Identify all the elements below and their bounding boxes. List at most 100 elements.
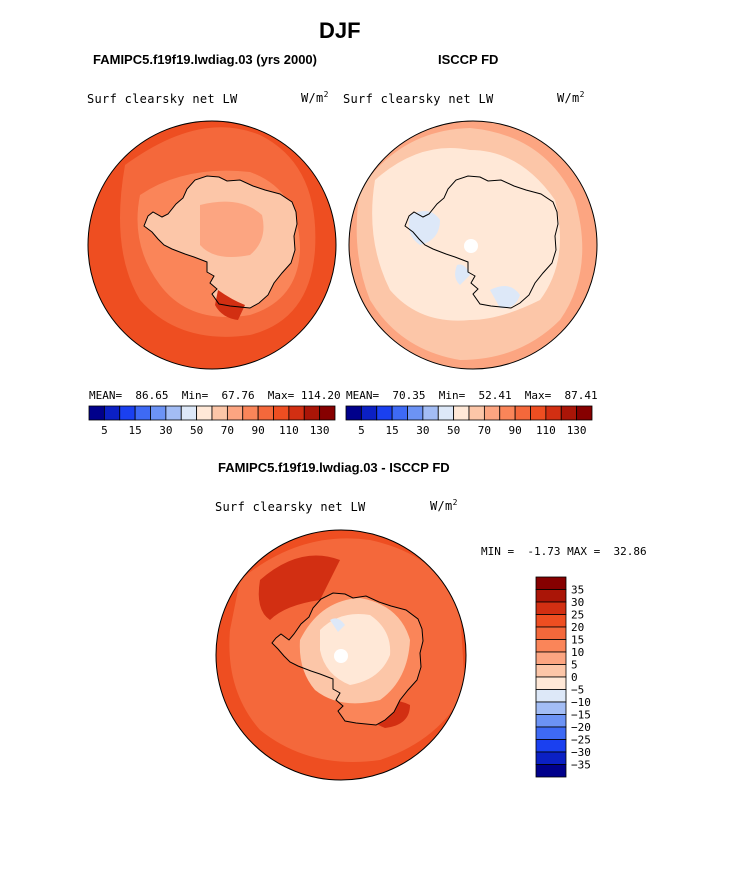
p2-fill-60 bbox=[372, 148, 560, 321]
panel-2-header: ISCCP FD bbox=[438, 52, 499, 67]
panel-1-header: FAMIPC5.f19f19.lwdiag.03 (yrs 2000) bbox=[93, 52, 317, 67]
panel-3-map bbox=[216, 530, 466, 780]
panel-1-map bbox=[88, 121, 336, 369]
cb2-swatch-12 bbox=[530, 405, 547, 421]
p2-fill-low-east bbox=[490, 286, 520, 309]
cb2-swatch-7 bbox=[453, 405, 470, 421]
cb1-tick-label-3: 50 bbox=[190, 424, 203, 437]
panel-1-variable-label: Surf clearsky net LW bbox=[87, 92, 238, 106]
cb1-swatch-0 bbox=[88, 405, 105, 421]
cb3-tick-label-2: 25 bbox=[571, 609, 584, 622]
cb1-swatch-11 bbox=[257, 405, 274, 421]
cb2-tick-label-3: 50 bbox=[447, 424, 460, 437]
cb2-swatch-2 bbox=[376, 405, 393, 421]
cb2-swatch-9 bbox=[483, 405, 501, 421]
cb3-tick-label-7: 0 bbox=[571, 671, 578, 684]
cb2-swatch-13 bbox=[545, 405, 562, 421]
panel-3-header: FAMIPC5.f19f19.lwdiag.03 - ISCCP FD bbox=[218, 460, 450, 475]
panel-2-units-exp: 2 bbox=[579, 90, 585, 99]
panel-3-units-base: W/m bbox=[430, 499, 453, 513]
cb2-swatch-15 bbox=[576, 405, 593, 421]
panel-1-stats: MEAN= 86.65 Min= 67.76 Max= 114.20 bbox=[89, 389, 341, 402]
cb2-swatch-0 bbox=[345, 405, 362, 421]
cb1-swatch-4 bbox=[150, 405, 167, 421]
cb3-swatch-4 bbox=[535, 626, 567, 640]
cb3-swatch-15 bbox=[535, 764, 567, 778]
cb3-tick-label-14: −35 bbox=[571, 759, 591, 772]
cb2-tick-label-2: 30 bbox=[416, 424, 429, 437]
cb3-swatch-9 bbox=[535, 689, 567, 703]
cb3-tick-label-4: 15 bbox=[571, 634, 584, 647]
cb3-swatch-3 bbox=[535, 614, 567, 628]
cb2-tick-label-7: 130 bbox=[567, 424, 587, 437]
cb2-tick-label-0: 5 bbox=[358, 424, 365, 437]
panel-1-units-base: W/m bbox=[301, 91, 324, 105]
cb2-tick-label-5: 90 bbox=[509, 424, 522, 437]
cb3-tick-label-6: 5 bbox=[571, 659, 578, 672]
cb3-tick-label-8: −5 bbox=[571, 684, 584, 697]
p3-map-border bbox=[215, 529, 467, 781]
cb3-tick-label-11: −20 bbox=[571, 721, 591, 734]
cb3-tick-label-5: 10 bbox=[571, 646, 584, 659]
cb3-tick-label-12: −25 bbox=[571, 734, 591, 747]
cb1-tick-label-1: 15 bbox=[129, 424, 142, 437]
cb1-swatch-13 bbox=[288, 405, 305, 421]
cb3-swatch-14 bbox=[535, 751, 567, 765]
cb2-tick-label-4: 70 bbox=[478, 424, 491, 437]
cb1-swatch-7 bbox=[196, 405, 213, 421]
cb1-swatch-5 bbox=[165, 405, 182, 421]
p2-fill-low-peninsula bbox=[455, 264, 470, 285]
cb3-tick-label-3: 20 bbox=[571, 621, 584, 634]
p3-fill-0 bbox=[330, 618, 345, 632]
cb1-swatch-12 bbox=[273, 405, 290, 421]
cb2-swatch-3 bbox=[391, 405, 408, 421]
panel-3-units: W/m2 bbox=[430, 498, 458, 513]
cb3-tick-label-1: 30 bbox=[571, 596, 584, 609]
cb1-swatch-1 bbox=[103, 405, 121, 421]
cb1-tick-label-2: 30 bbox=[159, 424, 172, 437]
cb3-tick-label-13: −30 bbox=[571, 746, 591, 759]
panel-1-units: W/m2 bbox=[301, 90, 329, 105]
cb3-swatch-2 bbox=[535, 601, 567, 615]
cb1-tick-label-4: 70 bbox=[221, 424, 234, 437]
cb2-swatch-5 bbox=[422, 405, 439, 421]
panel-3-stats: MIN = -1.73 MAX = 32.86 bbox=[481, 545, 647, 558]
cb1-swatch-6 bbox=[180, 405, 198, 421]
cb1-swatch-15 bbox=[319, 405, 336, 421]
cb2-swatch-14 bbox=[560, 405, 578, 421]
p3-pole-gap bbox=[334, 649, 348, 663]
cb3-tick-label-9: −10 bbox=[571, 696, 591, 709]
cb3-swatch-7 bbox=[535, 664, 567, 678]
p2-pole-gap bbox=[464, 239, 478, 253]
cb2-swatch-10 bbox=[499, 405, 516, 421]
p1-fill-interior bbox=[200, 201, 264, 258]
panel-2-units: W/m2 bbox=[557, 90, 585, 105]
cb2-tick-label-1: 15 bbox=[386, 424, 399, 437]
cb1-swatch-8 bbox=[211, 405, 228, 421]
p2-map-border bbox=[348, 120, 598, 370]
panel-1-colorbar: 5 15 30 50 70 90 110 130 bbox=[88, 405, 336, 437]
cb3-swatch-11 bbox=[535, 714, 567, 728]
cb3-swatch-0 bbox=[535, 576, 567, 590]
p3-fill-5 bbox=[320, 614, 391, 685]
cb1-tick-label-5: 90 bbox=[252, 424, 265, 437]
cb2-swatch-6 bbox=[437, 405, 455, 421]
panel-3-units-exp: 2 bbox=[452, 498, 458, 507]
cb3-swatch-12 bbox=[535, 726, 567, 740]
panel-2-colorbar: 5 15 30 50 70 90 110 130 bbox=[345, 405, 593, 437]
panel-2-variable-label: Surf clearsky net LW bbox=[343, 92, 494, 106]
cb3-swatch-13 bbox=[535, 739, 567, 753]
cb3-swatch-6 bbox=[535, 651, 567, 665]
cb2-tick-label-6: 110 bbox=[536, 424, 556, 437]
cb1-tick-label-7: 130 bbox=[310, 424, 330, 437]
cb3-swatch-1 bbox=[535, 589, 567, 603]
cb1-swatch-2 bbox=[119, 405, 136, 421]
cb2-swatch-8 bbox=[468, 405, 485, 421]
cb1-swatch-10 bbox=[242, 405, 259, 421]
cb2-swatch-4 bbox=[407, 405, 424, 421]
panel-3-variable-label: Surf clearsky net LW bbox=[215, 500, 366, 514]
cb3-tick-label-10: −15 bbox=[571, 709, 591, 722]
cb3-tick-label-0: 35 bbox=[571, 584, 584, 597]
